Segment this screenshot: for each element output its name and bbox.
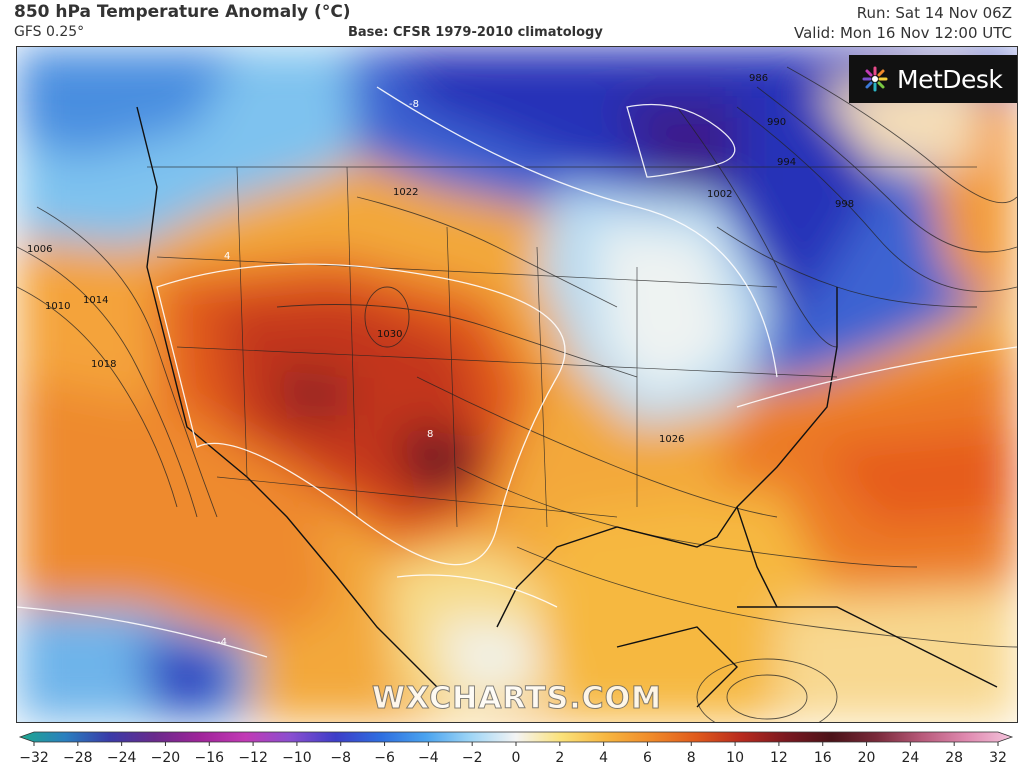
- logo-text: MetDesk: [897, 64, 1003, 94]
- color-scale-label: −6: [374, 750, 395, 766]
- model-label: GFS 0.25°: [14, 24, 85, 40]
- color-scale-label: −4: [418, 750, 439, 766]
- color-scale-label: −12: [238, 750, 268, 766]
- isobar-label: 994: [777, 157, 796, 168]
- anomaly-map: 1006 1010 1014 1018 1022 1026 1030 986 9…: [16, 46, 1018, 723]
- color-scale-label: 4: [599, 750, 608, 766]
- color-scale-label: 16: [814, 750, 832, 766]
- isobar-label: 986: [749, 73, 768, 84]
- color-scale-label: 28: [945, 750, 963, 766]
- climatology-base: Base: CFSR 1979-2010 climatology: [348, 25, 603, 40]
- isobar-label: 1002: [707, 189, 732, 200]
- isobar-label: 1030: [377, 329, 402, 340]
- color-scale-label: 24: [901, 750, 919, 766]
- color-scale-label: 12: [770, 750, 788, 766]
- flower-icon: [862, 66, 888, 92]
- color-scale-label: −28: [63, 750, 93, 766]
- color-scale-bar: [18, 731, 1014, 743]
- color-scale-label: 10: [726, 750, 744, 766]
- color-scale-label: −32: [19, 750, 49, 766]
- color-scale-label: 32: [989, 750, 1007, 766]
- run-time: Run: Sat 14 Nov 06Z: [856, 4, 1012, 22]
- color-scale-label: −20: [151, 750, 181, 766]
- map-graphic: 1006 1010 1014 1018 1022 1026 1030 986 9…: [17, 47, 1017, 722]
- watermark: WXCHARTS.COM: [371, 681, 663, 717]
- isobar-label: 1014: [83, 295, 108, 306]
- isobar-label: 1010: [45, 301, 70, 312]
- valid-time: Valid: Mon 16 Nov 12:00 UTC: [794, 24, 1012, 42]
- isobar-label: 998: [835, 199, 854, 210]
- color-scale-label: 0: [512, 750, 521, 766]
- anomaly-label: 8: [427, 429, 433, 440]
- color-scale-label: −16: [194, 750, 224, 766]
- color-scale: −32 −28 −24 −20 −16 −12 −10 −8 −6 −4 −2 0 2 4 6 8 10 12 16…: [16, 728, 1016, 770]
- metdesk-logo: MetDesk: [849, 55, 1017, 103]
- color-scale-label: −2: [462, 750, 483, 766]
- anomaly-label: -8: [409, 99, 419, 110]
- color-scale-label: 20: [858, 750, 876, 766]
- color-scale-label: 8: [687, 750, 696, 766]
- isobar-label: 990: [767, 117, 786, 128]
- anomaly-label: -4: [217, 637, 227, 648]
- isobar-label: 1026: [659, 434, 684, 445]
- color-scale-label: 2: [555, 750, 564, 766]
- isobar-label: 1018: [91, 359, 116, 370]
- isobar-label: 1022: [393, 187, 418, 198]
- color-scale-graphic: −32 −28 −24 −20 −16 −12 −10 −8 −6 −4 −2 0 2 4 6 8 10 12 16…: [18, 731, 1014, 766]
- anomaly-label: 4: [224, 251, 230, 262]
- color-scale-label: −10: [282, 750, 312, 766]
- chart-title: 850 hPa Temperature Anomaly (°C): [14, 2, 351, 22]
- isobar-label: 1006: [27, 244, 52, 255]
- color-scale-label: −8: [330, 750, 351, 766]
- color-scale-label: 6: [643, 750, 652, 766]
- color-scale-label: −24: [107, 750, 137, 766]
